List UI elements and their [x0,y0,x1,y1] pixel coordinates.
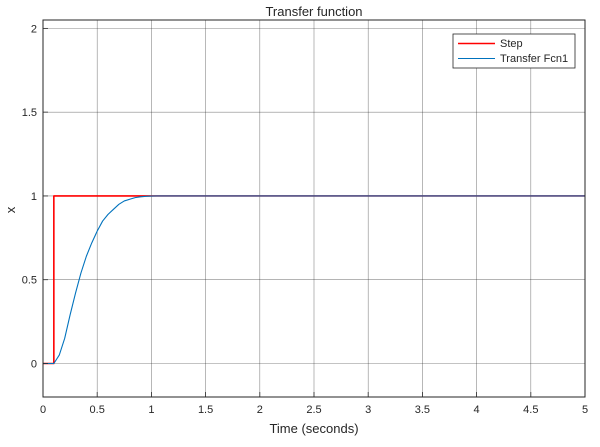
x-tick-label: 3.5 [415,404,430,416]
x-tick-label: 4.5 [523,404,538,416]
legend-label-transfer-fcn1: Transfer Fcn1 [500,53,568,65]
x-axis-title: Time (seconds) [269,421,358,436]
legend-label-step: Step [500,38,523,50]
ticks: 0 0.5 1 1.5 2 2.5 3 3.5 4 4.5 5 0 0.5 1 1.5 2 [22,23,588,416]
x-tick-label: 2.5 [306,404,321,416]
series-line-transfer-fcn1 [43,195,585,365]
grid [43,20,585,397]
x-tick-label: 0 [40,404,46,416]
x-tick-label: 1 [148,404,154,416]
x-tick-label: 4 [474,404,480,416]
x-tick-label: 0.5 [90,404,105,416]
x-tick-label: 2 [257,404,263,416]
legend-box [452,33,576,69]
series-layer [43,195,585,365]
y-tick-label: 0 [31,358,37,370]
y-axis-title: x [3,206,18,213]
x-tick-label: 5 [582,404,588,416]
x-tick-label: 3 [365,404,371,416]
y-tick-label: 1 [31,191,37,203]
y-tick-label: 2 [31,23,37,35]
x-tick-label: 1.5 [198,404,213,416]
legend: Step Transfer Fcn1 [452,33,576,69]
y-tick-label: 1.5 [22,107,37,119]
y-tick-label: 0.5 [22,275,37,287]
chart-title: Transfer function [265,4,362,19]
